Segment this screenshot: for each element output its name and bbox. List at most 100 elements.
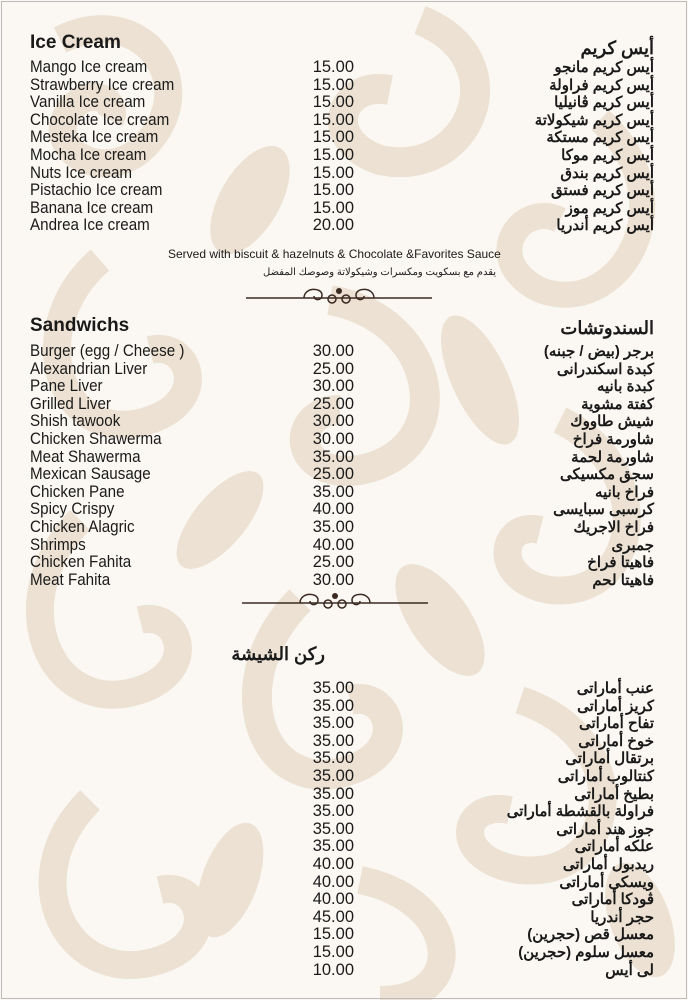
item-name-en: Chicken Fahita bbox=[30, 553, 132, 572]
item-name-ar: تفاح أماراتى bbox=[578, 715, 654, 733]
item-price: 15.00 bbox=[312, 58, 354, 76]
sandwiches-title-ar: السندوتشات bbox=[560, 318, 654, 338]
menu-item-row: 35.00 كنتالوب أماراتى bbox=[0, 767, 688, 786]
item-name-ar: فاهيتا لحم bbox=[592, 571, 654, 589]
item-name-ar: أيس كريم أندريا bbox=[556, 217, 654, 235]
item-name-ar: برتقال أماراتى bbox=[565, 750, 654, 768]
item-name-ar: فاهيتا فراخ bbox=[587, 554, 654, 572]
item-name-en: Vanilla Ice cream bbox=[30, 93, 146, 112]
menu-item-row: 35.00 علكه أماراتى bbox=[0, 838, 688, 856]
item-name-en: Banana Ice cream bbox=[30, 198, 154, 217]
item-name-ar: أيس كريم شيكولاتة bbox=[534, 111, 654, 129]
item-price: 10.00 bbox=[312, 960, 354, 979]
item-name-ar: أيس كريم موكا bbox=[561, 146, 654, 164]
item-name-en: Grilled Liver bbox=[30, 394, 111, 413]
ornament-divider bbox=[242, 593, 428, 609]
item-price: 15.00 bbox=[312, 163, 354, 182]
item-price: 35.00 bbox=[312, 819, 354, 838]
item-name-ar: ويسكى أماراتى bbox=[559, 873, 654, 891]
item-name-ar: أيس كريم مانجو bbox=[554, 59, 654, 76]
menu-item-row: 10.00 لى أيس bbox=[0, 960, 688, 980]
menu-item-row: 40.00 ڤودكا أماراتى bbox=[0, 891, 688, 909]
item-price: 25.00 bbox=[312, 359, 354, 378]
item-price: 35.00 bbox=[312, 447, 354, 466]
item-name-ar: كرسبى سبايسى bbox=[553, 501, 654, 519]
menu-item-row: Shish tawook 30.00 شيش طاووك bbox=[0, 413, 688, 431]
menu-item-row: Mango Ice cream 15.00 أيس كريم مانجو bbox=[0, 58, 688, 77]
item-name-ar: فراخ الاجريك bbox=[573, 518, 654, 536]
menu-item-row: Mexican Sausage 25.00 سجق مكسيكى bbox=[0, 466, 688, 484]
ice-cream-title-en: Ice Cream bbox=[30, 32, 121, 53]
item-price: 15.00 bbox=[312, 128, 354, 147]
item-name-ar: أيس كريم مستكة bbox=[546, 129, 654, 147]
menu-item-row: Chicken Fahita 25.00 فاهيتا فراخ bbox=[0, 554, 688, 572]
item-price: 15.00 bbox=[312, 145, 354, 164]
item-price: 30.00 bbox=[312, 570, 354, 589]
item-name-ar: كنتالوب أماراتى bbox=[557, 767, 654, 785]
item-price: 35.00 bbox=[312, 482, 354, 501]
item-name-ar: أيس كريم فراولة bbox=[549, 76, 654, 94]
item-price: 30.00 bbox=[312, 377, 354, 396]
item-name-ar: ريدبول أماراتى bbox=[562, 855, 654, 873]
menu-item-row: 35.00 خوخ أماراتى bbox=[0, 731, 688, 751]
ice-cream-note-en: Served with biscuit & hazelnuts & Chocol… bbox=[168, 247, 501, 261]
menu-item-row: Pistachio Ice cream 15.00 أيس كريم فستق bbox=[0, 182, 688, 200]
item-name-ar: فراخ بانيه bbox=[595, 483, 654, 501]
item-price: 15.00 bbox=[312, 925, 354, 944]
item-name-en: Meat Fahita bbox=[30, 570, 111, 589]
shisha-list: 35.00 عنب أماراتى 35.00 كريز أماراتى 35.00 تف… bbox=[0, 679, 688, 980]
ornament-divider bbox=[246, 288, 432, 304]
menu-item-row: Chicken Pane 35.00 فراخ بانيه bbox=[0, 482, 688, 502]
item-price: 35.00 bbox=[312, 731, 354, 750]
item-name-ar: كريز أماراتى bbox=[577, 697, 654, 715]
item-price: 15.00 bbox=[312, 942, 354, 961]
shisha-section: ركن الشيشة 35.00 عنب أماراتى 35.00 كريز أما… bbox=[0, 630, 688, 1000]
item-name-en: Mesteka Ice cream bbox=[30, 128, 159, 147]
item-price: 30.00 bbox=[312, 429, 354, 448]
menu-item-row: Alexandrian Liver 25.00 كبدة اسكندرانى bbox=[0, 359, 688, 379]
item-name-ar: لى أيس bbox=[605, 961, 654, 979]
item-name-ar: علكه أماراتى bbox=[574, 838, 654, 856]
menu-item-row: Andrea Ice cream 20.00 أيس كريم أندريا bbox=[0, 217, 688, 235]
ice-cream-section: Ice Cream أيس كريم Mango Ice cream 15.00 أ… bbox=[0, 0, 688, 300]
item-name-en: Chocolate Ice cream bbox=[30, 110, 170, 129]
menu-item-row: Burger (egg / Cheese ) 30.00 برجر (بيض / ج… bbox=[0, 342, 688, 361]
item-name-en: Meat Shawerma bbox=[30, 447, 141, 466]
item-name-en: Mexican Sausage bbox=[30, 465, 151, 484]
item-price: 25.00 bbox=[312, 394, 354, 413]
menu-item-row: Mesteka Ice cream 15.00 أيس كريم مستكة bbox=[0, 129, 688, 147]
menu-item-row: Chicken Shawerma 30.00 شاورمة فراخ bbox=[0, 429, 688, 449]
shisha-title-ar: ركن الشيشة bbox=[231, 644, 325, 664]
item-name-en: Burger (egg / Cheese ) bbox=[30, 342, 185, 360]
item-name-ar: أيس كريم بندق bbox=[560, 164, 654, 182]
item-price: 35.00 bbox=[312, 517, 354, 536]
item-price: 25.00 bbox=[312, 553, 354, 572]
menu-item-row: Spicy Crispy 40.00 كرسبى سبايسى bbox=[0, 501, 688, 519]
item-name-ar: أيس كريم ڤانيليا bbox=[554, 94, 654, 112]
menu-item-row: Mocha Ice cream 15.00 أيس كريم موكا bbox=[0, 145, 688, 165]
item-price: 30.00 bbox=[312, 342, 354, 360]
item-price: 15.00 bbox=[312, 75, 354, 94]
item-name-ar: أيس كريم موز bbox=[565, 199, 654, 217]
item-name-ar: كبدة بانيه bbox=[596, 378, 654, 396]
menu-item-row: Chicken Alagric 35.00 فراخ الاجريك bbox=[0, 517, 688, 537]
item-price: 15.00 bbox=[312, 181, 354, 200]
item-price: 45.00 bbox=[312, 907, 354, 926]
item-price: 20.00 bbox=[312, 216, 354, 235]
menu-item-row: 35.00 كريز أماراتى bbox=[0, 697, 688, 716]
ice-cream-note-ar: يقدم مع بسكويت ومكسرات وشيكولاتة وصوصك ا… bbox=[263, 267, 497, 278]
item-name-en: Strawberry Ice cream bbox=[30, 75, 175, 94]
menu-item-row: Grilled Liver 25.00 كفتة مشوية bbox=[0, 394, 688, 414]
sandwiches-title-en: Sandwichs bbox=[30, 315, 130, 336]
item-price: 40.00 bbox=[312, 890, 354, 909]
item-name-ar: معسل قص (حجرين) bbox=[527, 926, 654, 944]
menu-item-row: 35.00 عنب أماراتى bbox=[0, 679, 688, 698]
item-name-en: Shrimps bbox=[30, 535, 86, 554]
item-price: 15.00 bbox=[312, 110, 354, 129]
item-price: 40.00 bbox=[312, 854, 354, 873]
item-name-en: Chicken Shawerma bbox=[30, 429, 162, 448]
menu-item-row: 35.00 جوز هند أماراتى bbox=[0, 819, 688, 839]
menu-item-row: 35.00 فراولة بالقشطة أماراتى bbox=[0, 803, 688, 821]
item-price: 35.00 bbox=[312, 784, 354, 803]
